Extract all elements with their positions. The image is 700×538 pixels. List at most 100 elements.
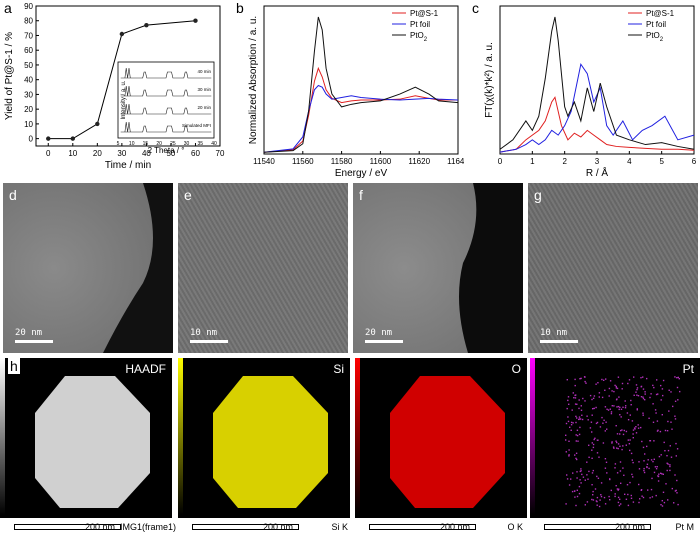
pt-signal <box>648 417 650 419</box>
pt-signal <box>622 467 624 469</box>
pt-signal <box>608 495 610 498</box>
pt-signal <box>605 378 607 380</box>
pt-signal <box>666 469 668 472</box>
pt-signal <box>676 377 678 379</box>
pt-signal <box>655 393 658 396</box>
pt-signal <box>575 457 577 460</box>
data-point <box>119 31 125 37</box>
pt-signal <box>599 499 601 501</box>
pt-signal <box>649 497 651 499</box>
pt-signal <box>669 469 671 472</box>
pt-signal <box>615 440 617 442</box>
pt-signal <box>644 399 646 401</box>
pt-signal <box>657 475 660 478</box>
y-tick-label: 20 <box>24 105 33 114</box>
pt-signal <box>667 420 669 423</box>
inset-trace-label: 40 min <box>197 69 211 74</box>
pt-signal <box>635 384 638 386</box>
pt-signal <box>638 461 640 463</box>
pt-signal <box>578 407 580 410</box>
pt-signal <box>604 467 607 469</box>
pt-signal <box>568 454 570 456</box>
y-tick-label: 80 <box>24 17 33 26</box>
panel-b: 11540 11560 11580 11600 11620 11640 Energy / e… <box>232 0 464 180</box>
pt-signal <box>624 400 626 402</box>
pt-signal <box>593 395 596 397</box>
pt-signal <box>656 466 658 468</box>
panel-c: 0 1 2 3 4 5 6 R / Å FT(χ(k)*k²) / a. u. Pt@S-1 Pt … <box>468 0 700 180</box>
series-line <box>499 96 695 153</box>
pt-signal <box>615 485 617 487</box>
panel-label: e <box>184 187 192 203</box>
scale-label: 10 nm <box>190 328 218 338</box>
pt-signal <box>653 458 655 460</box>
pt-signal <box>574 403 577 405</box>
pt-signal <box>630 452 633 455</box>
x-tick-label: 2 <box>562 157 567 166</box>
panel-label: g <box>534 187 542 203</box>
pt-signal <box>618 408 620 411</box>
element-label: Pt M <box>675 522 694 532</box>
pt-signal <box>574 384 576 387</box>
pt-signal <box>619 445 621 447</box>
pt-signal <box>598 396 600 398</box>
pt-signal <box>584 376 586 378</box>
x-tick-label: 11540 <box>253 157 275 166</box>
pt-signal <box>574 397 577 399</box>
pt-signal <box>657 429 659 431</box>
pt-signal <box>630 494 632 497</box>
pt-signal <box>592 499 595 501</box>
pt-signal <box>570 424 573 426</box>
pt-signal <box>575 452 578 454</box>
pt-signal <box>661 505 664 507</box>
pt-signal <box>616 488 619 490</box>
x-tick-label: 11640 <box>447 157 464 166</box>
pt-signal <box>570 478 572 480</box>
panel-label: f <box>359 187 363 203</box>
pt-signal <box>634 428 636 430</box>
series-line <box>499 16 695 150</box>
pt-signal <box>644 391 646 393</box>
pt-signal <box>567 416 569 418</box>
pt-signal <box>646 377 648 380</box>
pt-signal <box>622 445 624 447</box>
pt-signal <box>642 446 645 449</box>
scale-label: 200 nm <box>440 522 471 532</box>
inset-trace <box>120 67 212 79</box>
pt-signal <box>578 416 581 418</box>
legend-entry: Pt foil <box>410 20 430 29</box>
pt-signal <box>567 396 570 398</box>
pt-signal <box>610 412 613 415</box>
pt-signal <box>589 427 592 429</box>
pt-signal <box>652 384 654 387</box>
pt-signal <box>576 417 578 419</box>
pt-signal <box>651 477 653 480</box>
pt-signal <box>656 430 659 432</box>
x-tick-label: 1 <box>530 157 535 166</box>
pt-signal <box>575 415 577 418</box>
pt-signal <box>568 449 570 451</box>
pt-signal <box>574 496 576 498</box>
pt-signal <box>578 433 581 436</box>
pt-signal <box>598 392 601 394</box>
y-axis-label: FT(χ(k)*k²) / a. u. <box>484 42 495 118</box>
pt-signal <box>611 390 613 392</box>
pt-signal <box>600 482 603 484</box>
pt-signal <box>661 414 663 416</box>
panel-a: 0 10 20 30 40 50 60 70 0 10 20 30 40 50 60 70 80 90 Time /… <box>0 0 230 180</box>
pt-signal <box>625 405 627 407</box>
pt-signal <box>636 388 638 391</box>
scale-label: 20 nm <box>15 328 43 338</box>
pt-signal <box>574 394 576 397</box>
x-tick-label: 30 <box>117 149 126 158</box>
pt-signal <box>637 424 639 426</box>
pt-signal <box>663 501 666 504</box>
color-bar <box>178 358 183 515</box>
map-title: Si <box>333 362 344 376</box>
pt-signal <box>575 504 577 507</box>
pt-signal <box>657 480 660 482</box>
pt-signal <box>651 496 654 498</box>
pt-signal <box>566 474 568 476</box>
pt-signal <box>604 406 607 408</box>
pt-signal <box>662 491 665 493</box>
